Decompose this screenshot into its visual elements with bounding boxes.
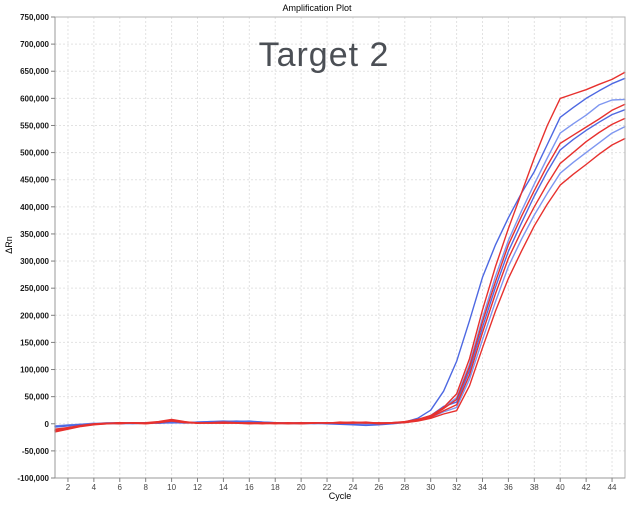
x-tick-label: 22 [323,483,332,492]
x-tick-label: 16 [245,483,254,492]
y-tick-label: 200,000 [20,311,49,320]
y-tick-label: 650,000 [20,67,49,76]
plot-background [55,17,625,478]
x-tick-label: 6 [118,483,123,492]
red-curve-1[interactable] [54,71,626,431]
y-tick-label: 450,000 [20,176,49,185]
y-tick-label: 600,000 [20,94,49,103]
x-tick-label: 42 [582,483,591,492]
y-tick-label: 300,000 [20,257,49,266]
y-tick-label: 100,000 [20,366,49,375]
target-annotation: Target 2 [258,36,390,74]
y-tick-label: 500,000 [20,149,49,158]
y-tick-label: 700,000 [20,40,49,49]
y-tick-label: 0 [45,420,50,429]
x-axis-label: Cycle [328,491,352,501]
y-tick-label: 550,000 [20,121,49,130]
x-tick-label: 44 [608,483,617,492]
x-tick-label: 36 [504,483,513,492]
x-tick-label: 4 [92,483,97,492]
x-tick-label: 28 [400,483,409,492]
x-tick-label: 20 [297,483,306,492]
y-tick-label: 50,000 [25,393,50,402]
chart-title: Amplification Plot [282,3,352,13]
x-tick-label: 26 [374,483,383,492]
x-tick-label: 24 [349,483,358,492]
y-tick-label: -100,000 [17,474,49,483]
y-tick-label: 750,000 [20,13,49,22]
y-axis-label: ΔRn [4,236,14,254]
x-tick-label: 12 [193,483,202,492]
x-tick-label: 18 [271,483,280,492]
y-tick-label: -50,000 [22,447,50,456]
y-tick-label: 150,000 [20,338,49,347]
x-tick-label: 2 [66,483,71,492]
x-tick-label: 38 [530,483,539,492]
x-tick-label: 8 [143,483,148,492]
x-tick-label: 34 [478,483,487,492]
x-tick-label: 14 [219,483,228,492]
x-tick-label: 32 [452,483,461,492]
y-tick-label: 250,000 [20,284,49,293]
x-tick-label: 40 [556,483,565,492]
x-tick-label: 10 [167,483,176,492]
y-tick-label: 400,000 [20,203,49,212]
x-tick-label: 30 [426,483,435,492]
y-tick-label: 350,000 [20,230,49,239]
